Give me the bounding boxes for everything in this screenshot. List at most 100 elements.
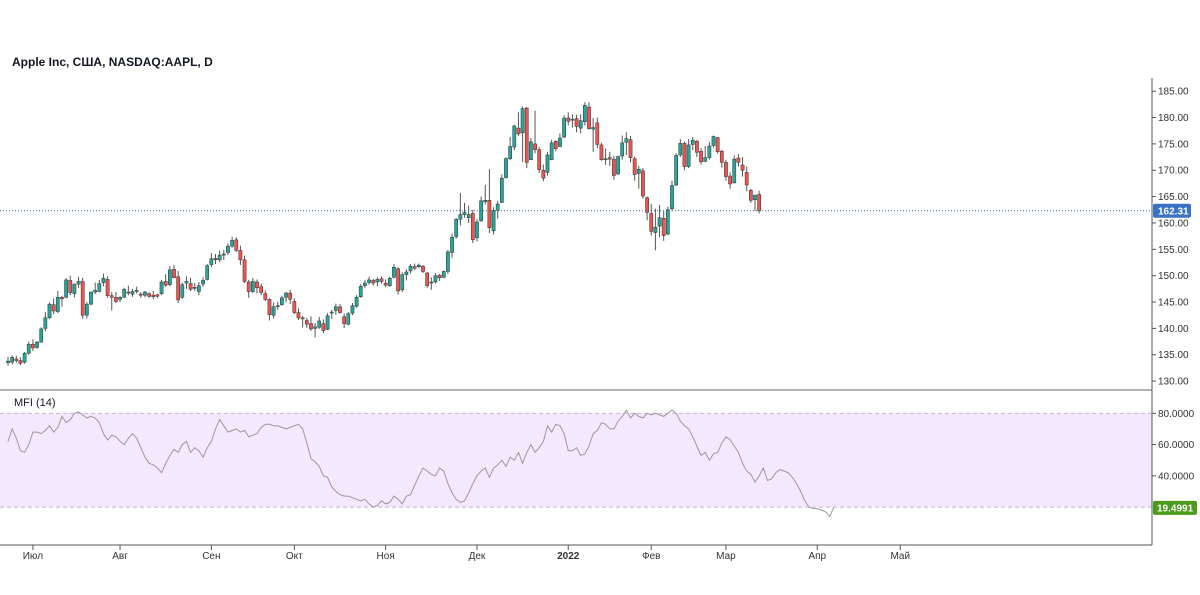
candle [130,288,135,297]
candle [475,219,479,242]
candle [462,202,467,218]
candle [699,148,703,165]
candle [441,270,446,279]
candle [168,266,172,287]
mfi-title: MFI (14) [14,397,56,409]
candle [479,196,483,222]
candle [259,283,263,296]
candle [363,279,367,289]
candle [151,290,156,299]
candle [574,114,579,133]
mfi-tick-label: 60.0000 [1158,440,1195,451]
last-price-badge-bg [1153,203,1191,218]
candle [201,277,205,287]
candle [134,286,139,294]
candle [628,135,633,163]
candle [719,149,724,168]
candle [147,292,151,298]
candle [649,203,654,236]
candle [205,264,210,281]
candle [221,249,226,260]
candle [271,302,276,319]
candle [184,276,189,289]
candle [454,218,459,239]
candle [412,263,417,271]
time-axis-ticks[interactable]: Июл Авг Сен Окт Ноя Дек 2022 Фев Мар Апр Май [23,545,910,562]
candle [504,157,508,179]
time-tick-label: Апр [808,551,826,562]
candle [143,290,147,298]
candle [678,139,683,158]
candle [591,118,595,152]
candle [255,279,259,294]
time-tick-label: Фев [642,551,660,562]
price-tick-label: 130.00 [1158,377,1189,388]
candle [437,274,442,281]
mfi-tick-label: 40.0000 [1158,471,1195,482]
time-tick-label: Авг [112,551,128,562]
candle [425,271,429,288]
candle [375,277,380,287]
candle [753,194,757,211]
candle [304,317,309,328]
candle [566,112,571,126]
candle [607,151,612,167]
candle [280,295,284,306]
candle [22,352,27,364]
candle [570,114,575,128]
price-axis-ticks[interactable]: 130.00 135.00 140.00 145.00 150.00 155.00 160.… [1152,87,1189,388]
candle [587,102,591,130]
candle [599,142,604,161]
mfi-last-badge-bg [1153,500,1197,515]
candle [666,206,670,236]
time-tick-label: Ноя [377,551,395,562]
candle [408,264,413,274]
candle [446,249,450,275]
candle [251,277,255,294]
price-tick-label: 155.00 [1158,245,1189,256]
mfi-line [7,409,835,518]
candle [93,282,98,295]
candle [325,313,330,330]
candle [583,102,587,126]
candle [491,207,496,235]
mfi-last-badge: 19.4991 [1153,500,1197,515]
candle [317,316,322,329]
candle [267,298,272,321]
candle [238,245,243,266]
candle [192,283,197,291]
candle [487,169,492,233]
candle [404,269,409,281]
candle [379,276,384,284]
price-tick-label: 170.00 [1158,166,1189,177]
candle [429,277,434,290]
price-tick-label: 185.00 [1158,87,1189,98]
candle [624,132,629,155]
candle [55,290,60,314]
time-tick-label: Июл [23,551,43,562]
candle [367,276,371,285]
candle [85,302,89,319]
price-tick-label: 135.00 [1158,350,1189,361]
mfi-axis-ticks[interactable]: 40.0000 60.0000 80.0000 [1152,409,1195,483]
candle [354,295,359,308]
candle [495,200,500,219]
candle [76,276,81,288]
price-tick-label: 140.00 [1158,324,1189,335]
candle [14,355,19,363]
mfi-tick-label: 80.0000 [1158,409,1195,420]
candle [313,323,317,338]
candle [159,279,164,296]
candle [545,151,550,176]
candle [296,308,301,320]
candle [703,145,708,163]
candle [620,135,625,160]
candle [176,270,181,304]
candle [188,277,193,291]
candle [549,139,554,161]
candle [670,180,674,211]
candle [234,237,239,252]
candle [383,279,388,288]
last-price-badge: 162.31 [1153,203,1191,218]
